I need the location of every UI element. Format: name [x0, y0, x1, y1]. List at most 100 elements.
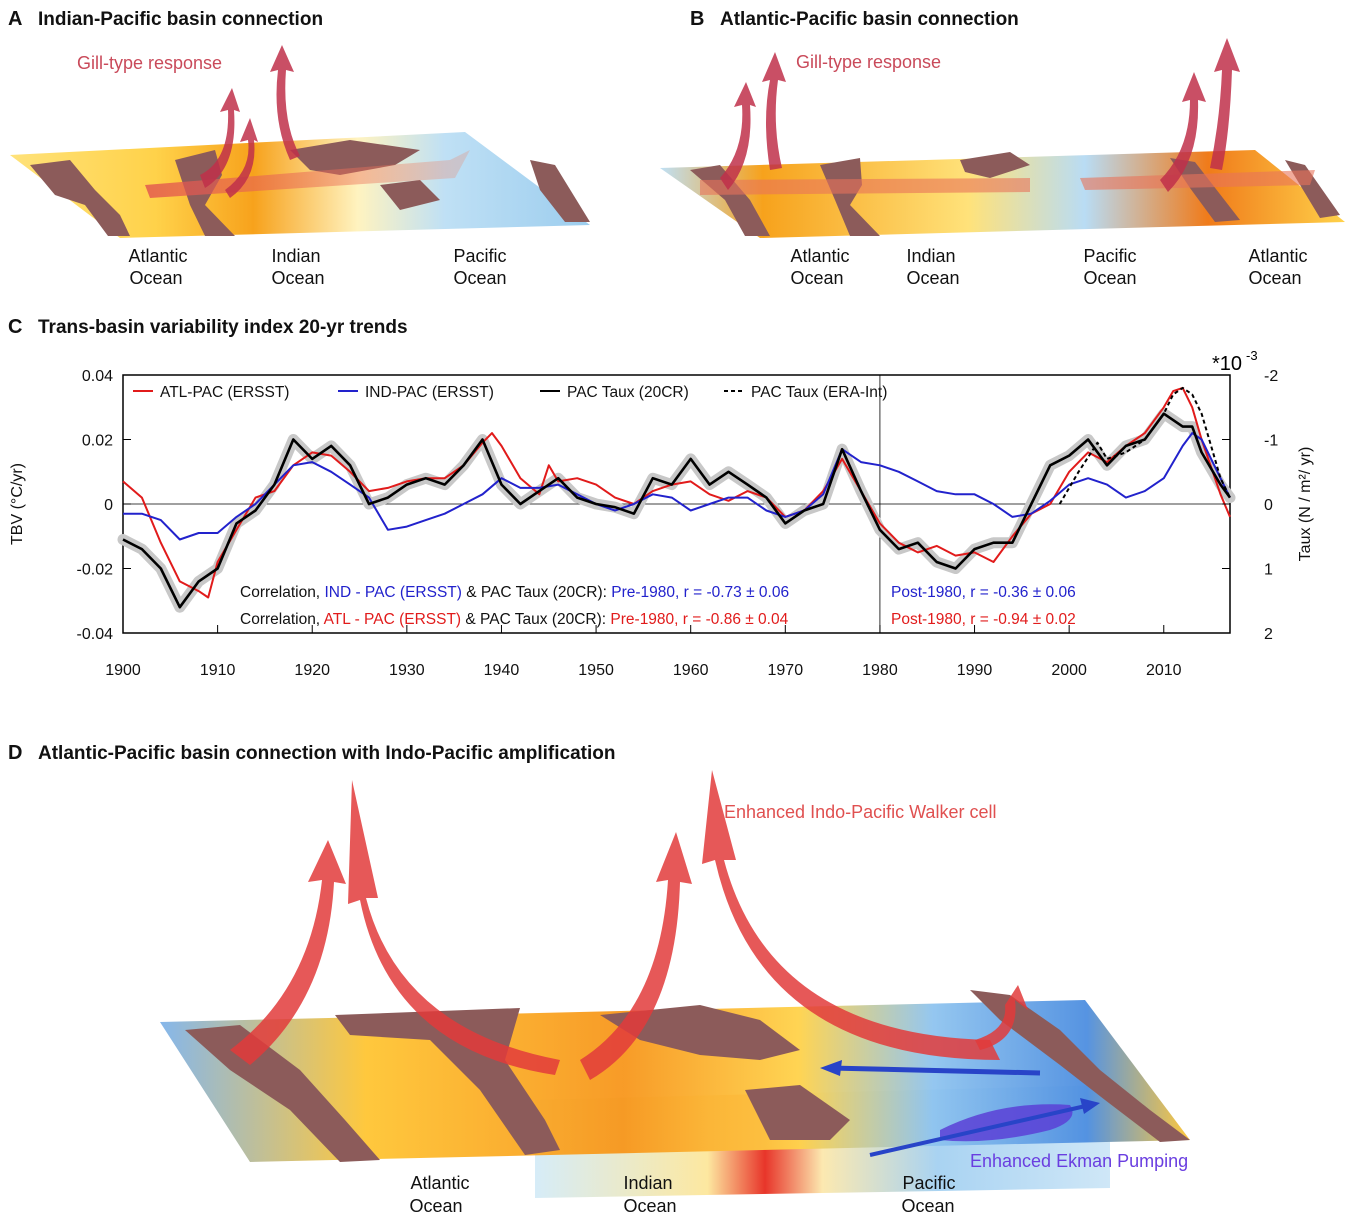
panel-b-arrow-2	[762, 52, 786, 170]
panel-d-map	[160, 770, 1190, 1198]
legend-label-1: IND-PAC (ERSST)	[365, 384, 494, 401]
svg-text:Atlantic: Atlantic	[410, 1173, 469, 1193]
panel-a-annotation: Gill-type response	[77, 53, 222, 73]
x-tick-label: 1980	[862, 662, 898, 679]
correlation-post-1: Post-1980, r = -0.94 ± 0.02	[891, 611, 1076, 628]
correlation-segment: Correlation,	[240, 611, 324, 628]
svg-text:Pacific: Pacific	[902, 1173, 955, 1193]
panel-b-landmass-east-pacific	[1170, 158, 1240, 222]
panel-d-walker-surface-arrows	[829, 1065, 1041, 1076]
panel-b-ocean-labels: Atlantic Ocean Indian Ocean Pacific Ocea…	[790, 246, 1307, 288]
correlation-segment: Correlation,	[240, 584, 324, 601]
svg-text:Ocean: Ocean	[1248, 268, 1301, 288]
correlation-segment: IND - PAC (ERSST)	[324, 584, 462, 601]
x-tick-label: 1900	[105, 662, 141, 679]
series-lines	[122, 386, 1232, 609]
y-axis-label: TBV (°C/yr)	[9, 463, 26, 545]
panel-b-arrow-1	[720, 82, 756, 190]
panel-a-arrow-indian-2	[225, 118, 258, 198]
panel-d-arrow-3	[580, 832, 692, 1080]
svg-text:Indian: Indian	[623, 1173, 672, 1193]
legend-label-0: ATL-PAC (ERSST)	[160, 384, 289, 401]
panel-d-arrow-5	[975, 985, 1028, 1050]
panel-d-walker-arrowhead	[820, 1060, 842, 1076]
correlation-post-0: Post-1980, r = -0.36 ± 0.06	[891, 584, 1076, 601]
y-right-tick-label: 2	[1264, 626, 1273, 643]
series-line-0	[122, 386, 1231, 599]
y-axis-right-label: Taux (N / m²/ yr)	[1297, 447, 1314, 562]
x-tick-label: 1940	[484, 662, 520, 679]
panel-a-title: A Indian-Pacific basin connection	[8, 8, 324, 30]
svg-text:Indian: Indian	[271, 246, 320, 266]
legend-label-2: PAC Taux (20CR)	[567, 384, 689, 401]
panel-a-arrow-pacific	[270, 45, 300, 160]
svg-text:Ocean: Ocean	[790, 268, 843, 288]
panel-d-ocean-labels: Atlantic Ocean Indian Ocean Pacific Ocea…	[409, 1173, 955, 1215]
y-tick-label: 0	[104, 497, 113, 514]
correlation-row-1: Correlation, ATL - PAC (ERSST) & PAC Tau…	[240, 611, 789, 628]
y-tick-label: 0.04	[82, 368, 113, 385]
pac-taux-uncertainty	[117, 408, 1236, 613]
panel-d-landmass-australia	[745, 1085, 850, 1140]
svg-text:Atlantic: Atlantic	[128, 246, 187, 266]
panel-d-ekman-annotation: Enhanced Ekman Pumping	[970, 1151, 1188, 1171]
panel-d-walker-annotation: Enhanced Indo-Pacific Walker cell	[724, 802, 996, 822]
svg-text:Ocean: Ocean	[623, 1196, 676, 1215]
x-tick-label: 1910	[200, 662, 236, 679]
panel-b-landmass-asia	[960, 152, 1030, 178]
svg-text:Pacific: Pacific	[453, 246, 506, 266]
panel-a-arrow-indian	[200, 88, 240, 188]
x-tick-label: 2010	[1146, 662, 1182, 679]
panel-b-annotation: Gill-type response	[796, 52, 941, 72]
panel-d-title: D Atlantic-Pacific basin connection with …	[8, 742, 616, 764]
panel-a-landmass-east-pacific	[530, 160, 590, 222]
panel-b-arrow-3	[1160, 72, 1206, 192]
legend-label-3: PAC Taux (ERA-Int)	[751, 384, 887, 401]
panel-d-landmass-asia	[600, 1005, 800, 1060]
legend: ATL-PAC (ERSST) IND-PAC (ERSST) PAC Taux (…	[133, 384, 887, 401]
panel-b-title: B Atlantic-Pacific basin connection	[690, 8, 1019, 30]
x-tick-label: 1930	[389, 662, 425, 679]
panel-b-arrow-4	[1210, 38, 1240, 170]
svg-text:Ocean: Ocean	[129, 268, 182, 288]
x-tick-label: 1990	[957, 662, 993, 679]
panel-d-landmass-africa	[335, 1008, 560, 1155]
uncertainty-band	[117, 408, 1236, 613]
x-tick-label: 1920	[294, 662, 330, 679]
panel-a-flow-band	[145, 150, 470, 198]
svg-text:Ocean: Ocean	[901, 1196, 954, 1215]
axis-ticks: 1900 1910 1920 1930 1940 1950 1960 1970 1980 1990…	[77, 368, 1279, 679]
correlation-segment: ATL - PAC (ERSST)	[324, 611, 462, 628]
panel-a-landmass-australia	[380, 180, 440, 210]
series-line-3	[1058, 386, 1231, 505]
y-right-tick-label: -1	[1264, 433, 1278, 450]
svg-text:Indian: Indian	[906, 246, 955, 266]
panel-a-landmass-americas	[30, 160, 130, 236]
panel-d-arrow-1	[230, 840, 346, 1065]
panel-b-map	[660, 38, 1345, 238]
svg-text:Ocean: Ocean	[906, 268, 959, 288]
svg-text:Ocean: Ocean	[409, 1196, 462, 1215]
correlation-segment: Pre-1980, r = -0.86 ± 0.04	[610, 611, 788, 628]
correlation-segment: & PAC Taux (20CR):	[462, 584, 611, 601]
panel-d-landmass-americas	[185, 1025, 380, 1162]
series-line-1	[123, 432, 1231, 541]
y-tick-label: -0.02	[77, 562, 114, 579]
y-right-tick-label: 1	[1264, 562, 1273, 579]
y-right-tick-label: -2	[1264, 368, 1278, 385]
panel-b-flow-band-right	[1080, 170, 1315, 190]
x-tick-label: 1950	[578, 662, 614, 679]
panel-c-chart: 1900 1910 1920 1930 1940 1950 1960 1970 1980 1990…	[9, 348, 1314, 679]
panel-d-ekman-arrowhead	[1080, 1098, 1100, 1114]
correlation-segment: Pre-1980, r = -0.73 ± 0.06	[611, 584, 789, 601]
x-tick-label: 1960	[673, 662, 709, 679]
right-axis-scale: *10	[1212, 353, 1242, 375]
panel-c-title: C Trans-basin variability index 20-yr tre…	[8, 316, 408, 338]
series-line-2	[122, 412, 1232, 609]
right-axis-exponent: -3	[1246, 348, 1258, 363]
svg-text:Atlantic: Atlantic	[790, 246, 849, 266]
correlation-row-0: Correlation, IND - PAC (ERSST) & PAC Tau…	[240, 584, 789, 601]
y-tick-label: -0.04	[77, 626, 114, 643]
panel-b-flow-band-left	[700, 178, 1030, 195]
